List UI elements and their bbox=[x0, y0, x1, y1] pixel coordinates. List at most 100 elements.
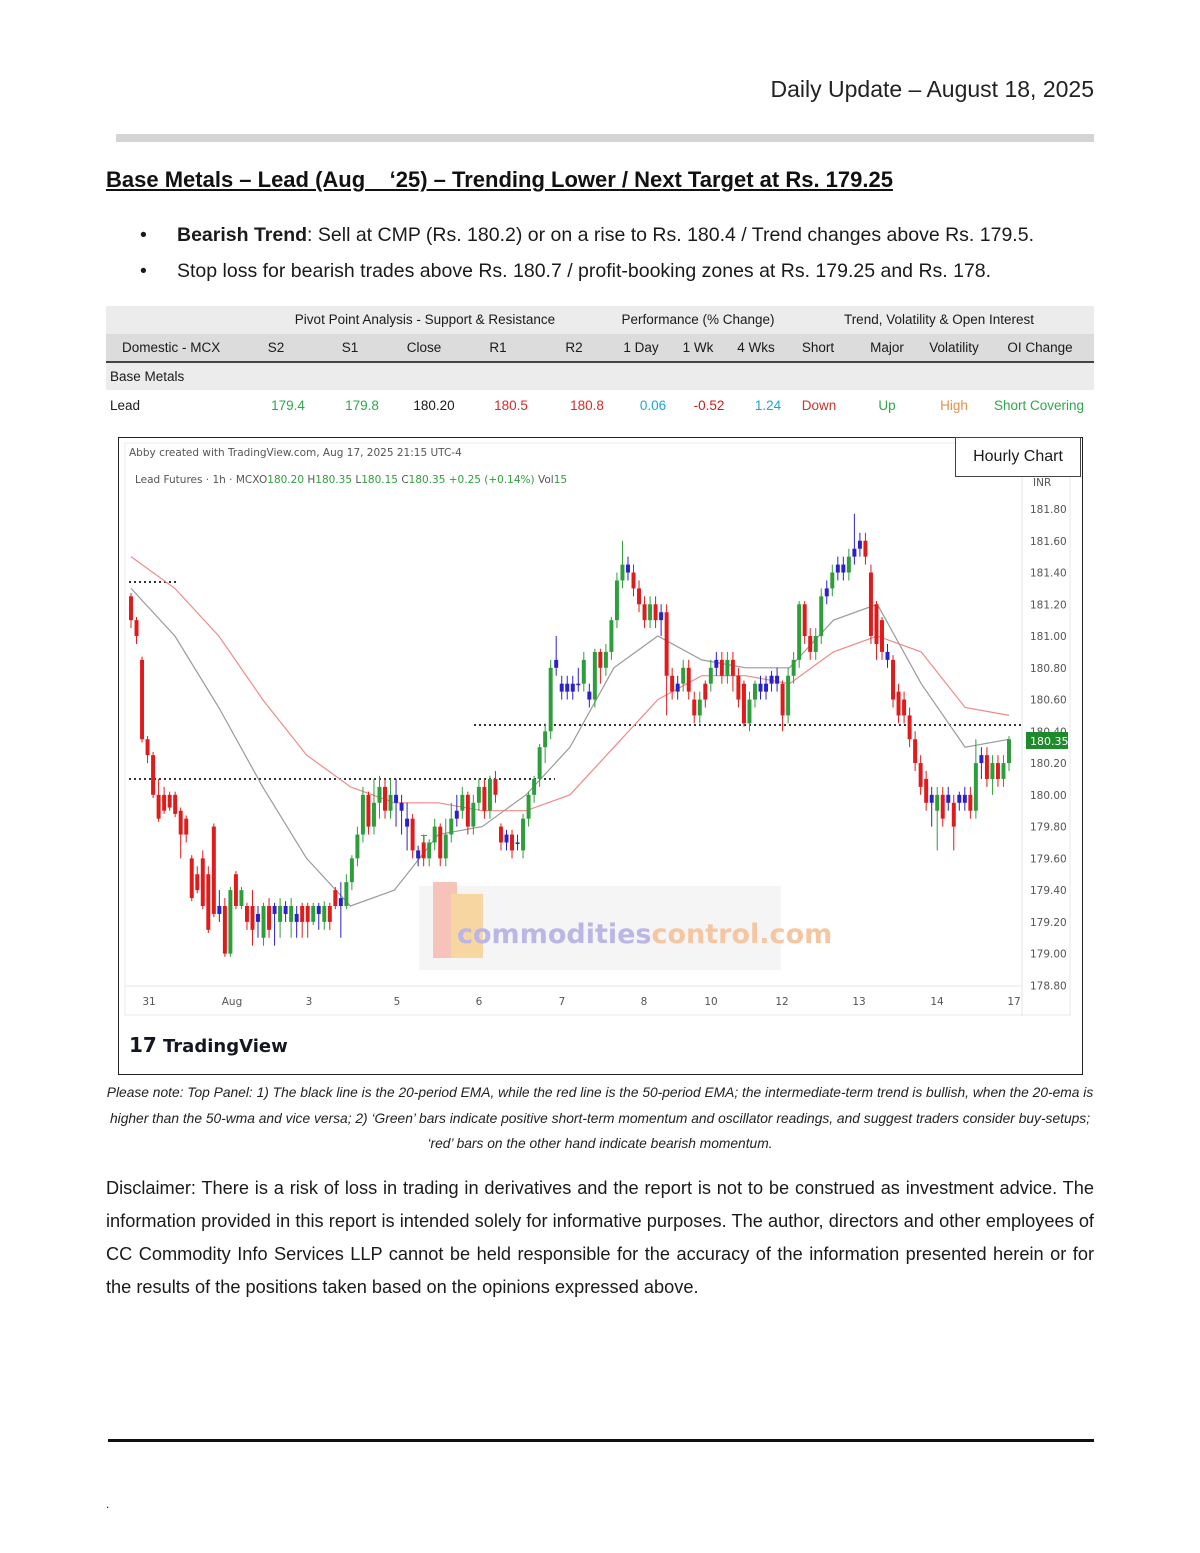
section-label: Base Metals bbox=[110, 369, 185, 384]
group-pivot: Pivot Point Analysis - Support & Resista… bbox=[294, 312, 556, 327]
candle-body bbox=[747, 699, 752, 724]
candle-body bbox=[609, 620, 614, 652]
candle-body bbox=[719, 659, 724, 676]
cell-1day: 0.06 bbox=[639, 398, 667, 413]
tradingview-brand: TradingView bbox=[163, 1036, 288, 1057]
candle-body bbox=[885, 651, 890, 660]
candle-body bbox=[316, 906, 321, 914]
candle-body bbox=[256, 913, 260, 922]
bullet-1-text: Bearish Trend: Sell at CMP (Rs. 180.2) o… bbox=[177, 224, 1034, 247]
candle-body bbox=[808, 636, 813, 652]
col-oi-change: OI Change bbox=[1007, 340, 1073, 355]
candle-body bbox=[935, 794, 940, 811]
candle-body bbox=[211, 826, 216, 914]
candle-body bbox=[222, 906, 227, 954]
table-section-row: Base Metals bbox=[106, 363, 1094, 390]
candle-body bbox=[366, 794, 371, 827]
price-tick-label: 179.00 bbox=[1030, 949, 1067, 961]
candle-body bbox=[730, 659, 735, 676]
bullet-1-bold: Bearish Trend bbox=[177, 224, 308, 246]
price-tick-label: 180.60 bbox=[1030, 695, 1067, 707]
ema50-line bbox=[130, 556, 1010, 812]
candle-body bbox=[504, 834, 509, 843]
candle-body bbox=[984, 755, 989, 779]
candle-body bbox=[863, 540, 868, 557]
price-tick-label: 181.20 bbox=[1030, 599, 1067, 611]
candle-body bbox=[846, 556, 851, 573]
candle-body bbox=[305, 906, 310, 922]
candlesticks bbox=[129, 513, 1011, 957]
candle-body bbox=[383, 786, 388, 811]
candle-body bbox=[708, 667, 713, 684]
candle-body bbox=[918, 763, 923, 787]
candle-body bbox=[173, 794, 178, 814]
candle-body bbox=[250, 906, 255, 930]
header-divider bbox=[116, 134, 1094, 142]
candle-body bbox=[769, 675, 774, 684]
price-axis: 181.80 181.60 181.40 181.20 181.00 180.80 180.… bbox=[1030, 504, 1067, 992]
candle-body bbox=[819, 596, 824, 637]
candle-body bbox=[515, 842, 520, 844]
tradingview-logo: 17 TradingView bbox=[129, 1033, 288, 1057]
candle-body bbox=[752, 683, 757, 700]
vol-value: 15 bbox=[554, 474, 567, 486]
last-price-value: 180.35 bbox=[1030, 735, 1069, 748]
candle-body bbox=[333, 890, 338, 906]
candle-body bbox=[957, 794, 962, 803]
time-tick-label: 6 bbox=[476, 996, 483, 1008]
candle-body bbox=[736, 675, 741, 700]
chart-frame: Abby created with TradingView.com, Aug 1… bbox=[118, 437, 1083, 1075]
ohlc-high: 180.35 bbox=[315, 474, 352, 486]
col-short: Short bbox=[801, 340, 835, 355]
candle-body bbox=[432, 826, 437, 843]
col-4wks: 4 Wks bbox=[737, 340, 775, 355]
candle-body bbox=[206, 874, 211, 930]
cell-close: 180.20 bbox=[413, 398, 455, 413]
candle-body bbox=[852, 548, 857, 557]
candle-body bbox=[697, 699, 702, 716]
candle-body bbox=[891, 659, 896, 700]
candle-body bbox=[261, 906, 266, 938]
ema20-line bbox=[130, 587, 1010, 907]
candle-body bbox=[902, 699, 907, 716]
candle-body bbox=[587, 691, 592, 700]
ohlc-readout: O180.20 H180.35 L180.15 C180.35 +0.25 (+… bbox=[259, 474, 567, 486]
time-tick-label: 13 bbox=[852, 996, 865, 1008]
candle-body bbox=[968, 794, 973, 811]
bullet-dot: • bbox=[140, 224, 147, 246]
candle-body bbox=[681, 667, 686, 684]
candle-body bbox=[664, 612, 669, 676]
candle-body bbox=[791, 659, 796, 676]
candle-body bbox=[868, 572, 873, 637]
col-s2: S2 bbox=[267, 340, 285, 355]
col-close: Close bbox=[406, 340, 442, 355]
candle-body bbox=[907, 715, 912, 740]
candle-body bbox=[421, 842, 426, 859]
candle-body bbox=[929, 794, 934, 803]
cell-volatility: High bbox=[940, 398, 968, 413]
candle-body bbox=[537, 747, 542, 779]
candle-body bbox=[399, 802, 404, 811]
candle-body bbox=[239, 890, 244, 906]
cell-short: Down bbox=[801, 398, 837, 413]
candle-body bbox=[294, 913, 299, 922]
price-chart: Abby created with TradingView.com, Aug 1… bbox=[124, 442, 1071, 1057]
candle-body bbox=[620, 564, 625, 581]
candle-body bbox=[498, 826, 503, 843]
candle-body bbox=[813, 636, 818, 652]
col-r2: R2 bbox=[565, 340, 583, 355]
candle-body bbox=[581, 659, 586, 684]
watermark-text-b: control.com bbox=[652, 919, 833, 950]
candle-body bbox=[140, 659, 145, 740]
candle-body bbox=[802, 604, 807, 637]
candle-body bbox=[151, 755, 156, 795]
candle-body bbox=[371, 802, 376, 827]
candle-body bbox=[272, 906, 277, 914]
candle-body bbox=[233, 874, 238, 906]
candle-body bbox=[880, 620, 884, 652]
candle-body bbox=[405, 818, 410, 827]
candle-body bbox=[979, 755, 984, 764]
candle-body bbox=[570, 683, 575, 692]
candle-body bbox=[764, 683, 769, 692]
candle-body bbox=[487, 778, 492, 811]
